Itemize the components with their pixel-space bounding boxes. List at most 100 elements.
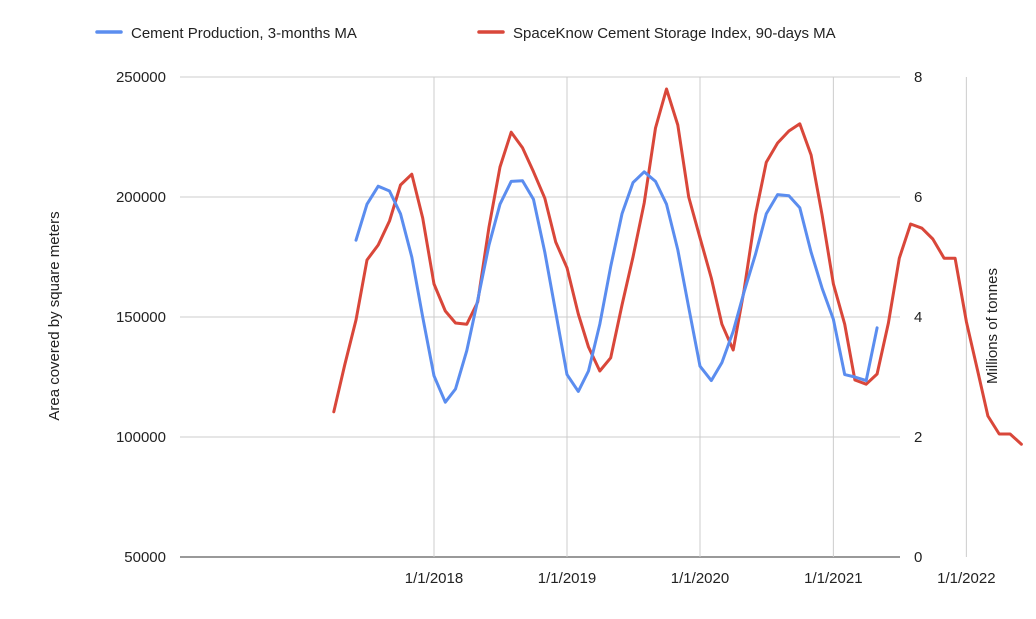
data-point-storage-index [433, 283, 435, 285]
data-point-production [732, 330, 734, 332]
data-point-storage-index [422, 217, 424, 219]
y-left-tick-label: 50000 [124, 549, 166, 566]
x-tick-label: 1/1/2019 [538, 570, 596, 587]
series-line-production [354, 170, 879, 404]
data-point-production [865, 380, 867, 382]
data-point-storage-index [466, 323, 468, 325]
legend: Cement Production, 3-months MA SpaceKnow… [95, 25, 836, 42]
data-point-storage-index [366, 259, 368, 261]
data-point-production [521, 180, 524, 182]
data-point-storage-index [844, 323, 846, 325]
data-point-storage-index [521, 147, 524, 149]
y-axis-right-title: Millions of tonnes [984, 268, 1001, 384]
data-point-storage-index [1020, 443, 1023, 445]
data-point-storage-index [765, 161, 767, 163]
data-point-production [743, 291, 745, 293]
data-point-storage-index [721, 323, 723, 325]
data-point-production [466, 350, 468, 352]
data-point-storage-index [566, 267, 568, 269]
data-point-storage-index [887, 322, 890, 324]
data-point-storage-index [577, 313, 579, 315]
grid-layer [180, 76, 967, 558]
data-point-production [477, 299, 479, 301]
data-point-production [444, 401, 446, 403]
data-point-storage-index [821, 214, 823, 216]
data-point-storage-index [599, 370, 601, 372]
data-point-storage-index [932, 238, 934, 240]
data-point-production [621, 213, 623, 215]
data-point-storage-index [998, 433, 1000, 435]
data-point-production [488, 244, 490, 246]
data-point-production [821, 287, 823, 289]
data-point-storage-index [632, 256, 634, 258]
data-point-production [577, 390, 579, 392]
x-tick-label: 1/1/2021 [804, 570, 862, 587]
y-right-tick-label: 2 [914, 429, 922, 446]
data-point-production [422, 316, 424, 318]
data-point-production [788, 195, 790, 197]
data-point-production [643, 171, 645, 173]
data-point-storage-index [388, 220, 391, 222]
data-point-production [566, 374, 568, 376]
data-point-production [632, 182, 634, 184]
data-point-storage-index [355, 319, 357, 321]
data-point-production [699, 365, 701, 367]
y-right-tick-label: 0 [914, 549, 922, 566]
data-point-storage-index [532, 171, 535, 173]
data-point-storage-index [610, 357, 612, 359]
data-point-production [710, 380, 712, 382]
series-layer [332, 87, 1023, 446]
legend-label-production: Cement Production, 3-months MA [131, 25, 357, 42]
legend-item-production[interactable]: Cement Production, 3-months MA [95, 25, 357, 42]
data-point-production [854, 376, 856, 378]
data-point-storage-index [510, 131, 512, 133]
data-point-storage-index [488, 226, 490, 228]
y-right-tick-label: 4 [914, 309, 922, 326]
data-point-production [610, 266, 612, 268]
data-point-storage-index [898, 257, 900, 259]
data-point-production [765, 213, 767, 215]
x-tick-label: 1/1/2020 [671, 570, 729, 587]
data-point-storage-index [876, 373, 878, 375]
data-point-storage-index [677, 124, 679, 126]
data-point-storage-index [643, 202, 645, 204]
axis-layer: 50000 100000 150000 200000 250000 0 2 4 6 8 1/1/20… [116, 69, 996, 587]
y-right-tick-label: 8 [914, 69, 922, 86]
data-point-storage-index [965, 321, 968, 323]
data-point-storage-index [710, 277, 712, 279]
data-point-production [876, 327, 878, 329]
data-point-storage-index [1009, 433, 1011, 435]
data-point-storage-index [921, 227, 923, 229]
data-point-production [677, 249, 679, 251]
data-point-storage-index [788, 130, 790, 132]
data-point-storage-index [688, 196, 690, 198]
data-point-production [688, 306, 690, 308]
y-left-tick-label: 250000 [116, 69, 166, 86]
data-point-production [555, 311, 557, 313]
data-point-storage-index [411, 173, 413, 175]
data-point-production [721, 362, 723, 364]
x-tick-label: 1/1/2022 [937, 570, 995, 587]
data-point-storage-index [987, 415, 989, 417]
legend-item-storage-index[interactable]: SpaceKnow Cement Storage Index, 90-days … [477, 25, 836, 42]
data-point-production [799, 207, 801, 209]
data-point-production [810, 251, 812, 253]
data-point-storage-index [977, 370, 979, 372]
data-point-storage-index [377, 244, 379, 246]
data-point-storage-index [544, 197, 546, 199]
data-point-production [411, 256, 413, 258]
data-point-production [832, 318, 835, 320]
data-point-production [587, 370, 590, 372]
data-point-storage-index [954, 257, 956, 259]
series-line-storage-index [332, 87, 1023, 446]
data-point-storage-index [555, 241, 557, 243]
y-axis-left-title: Area covered by square meters [46, 211, 63, 420]
data-point-storage-index [865, 383, 867, 385]
data-point-production [654, 180, 657, 182]
data-point-storage-index [754, 214, 757, 216]
data-point-storage-index [654, 127, 657, 129]
data-point-production [454, 388, 457, 390]
data-point-storage-index [444, 310, 446, 312]
